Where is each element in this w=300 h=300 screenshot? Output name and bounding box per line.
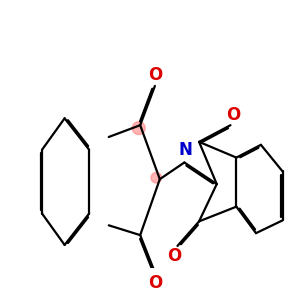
Circle shape [132,122,145,135]
Circle shape [151,172,162,183]
Text: O: O [167,248,182,266]
Text: N: N [178,141,192,159]
Text: O: O [226,106,241,124]
Text: O: O [148,274,162,292]
Text: O: O [148,67,162,85]
